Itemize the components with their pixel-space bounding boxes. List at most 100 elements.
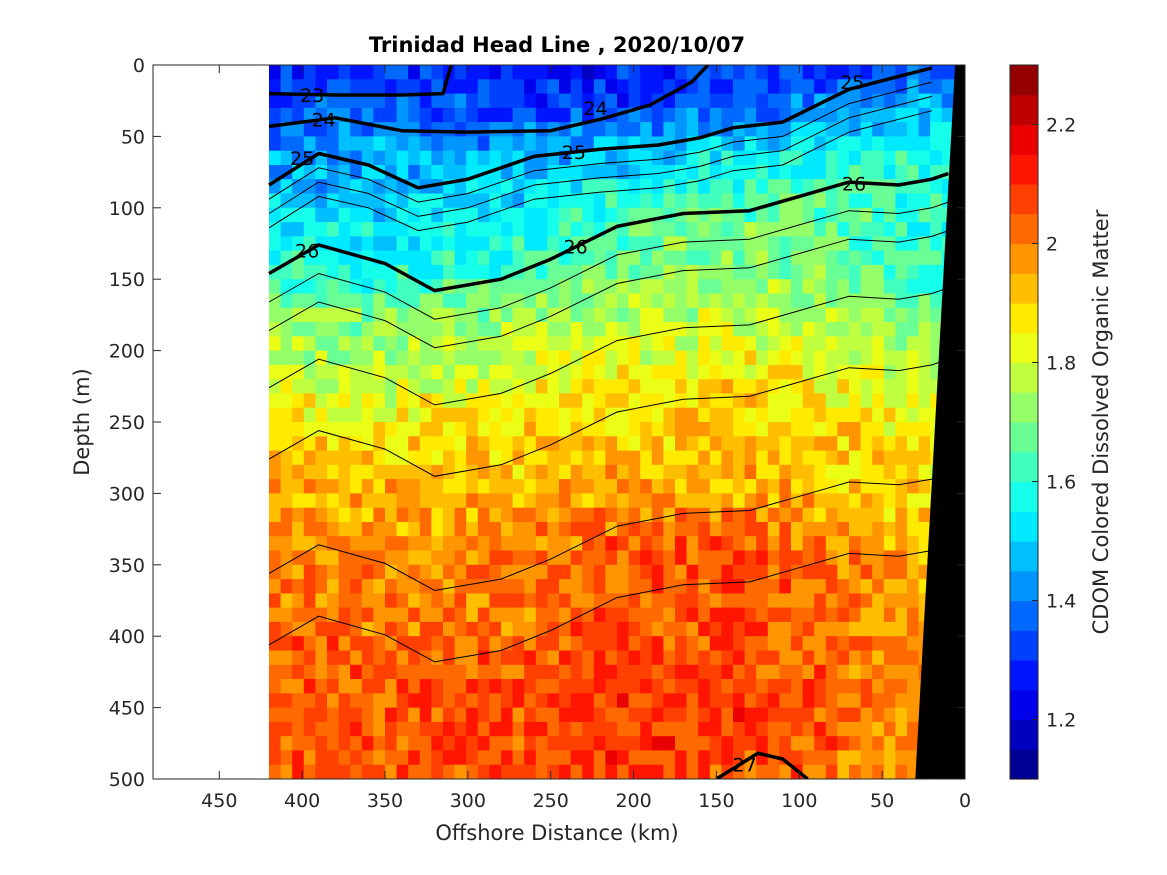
heatmap-cell bbox=[872, 721, 885, 737]
heatmap-cell bbox=[883, 422, 896, 437]
heatmap-cell bbox=[860, 536, 873, 552]
heatmap-cell bbox=[524, 750, 537, 766]
heatmap-cell bbox=[559, 222, 572, 237]
heatmap-cell bbox=[617, 364, 630, 380]
heatmap-cell bbox=[744, 322, 757, 337]
heatmap-cell bbox=[280, 322, 293, 337]
heatmap-cell bbox=[640, 507, 653, 523]
heatmap-cell bbox=[918, 464, 931, 480]
heatmap-cell bbox=[501, 679, 514, 694]
heatmap-cell bbox=[547, 593, 560, 609]
heatmap-cell bbox=[709, 536, 722, 552]
heatmap-cell bbox=[814, 693, 827, 709]
heatmap-cell bbox=[501, 393, 514, 409]
heatmap-cell bbox=[918, 364, 931, 380]
heatmap-cell bbox=[849, 636, 862, 652]
heatmap-cell bbox=[292, 522, 305, 537]
heatmap-cell bbox=[883, 150, 896, 166]
heatmap-cell bbox=[907, 736, 920, 752]
heatmap-cell bbox=[466, 522, 479, 537]
heatmap-cell bbox=[651, 422, 664, 437]
heatmap-cell bbox=[535, 264, 548, 280]
heatmap-cell bbox=[837, 621, 850, 637]
contour-label: 25 bbox=[562, 142, 586, 164]
heatmap-cell bbox=[466, 65, 479, 80]
heatmap-cell bbox=[617, 65, 630, 80]
heatmap-cell bbox=[570, 721, 583, 737]
heatmap-cell bbox=[570, 307, 583, 323]
heatmap-cell bbox=[686, 279, 699, 295]
heatmap-cell bbox=[744, 250, 757, 266]
heatmap-cell bbox=[315, 350, 328, 366]
heatmap-cell bbox=[849, 236, 862, 252]
heatmap-cell bbox=[303, 165, 316, 180]
heatmap-cell bbox=[524, 350, 537, 366]
heatmap-cell bbox=[361, 264, 374, 280]
heatmap-cell bbox=[419, 407, 432, 423]
heatmap-cell bbox=[825, 150, 838, 166]
heatmap-cell bbox=[918, 436, 931, 452]
heatmap-cell bbox=[466, 736, 479, 752]
heatmap-cell bbox=[419, 236, 432, 252]
heatmap-cell bbox=[872, 536, 885, 552]
heatmap-cell bbox=[535, 393, 548, 409]
heatmap-cell bbox=[524, 650, 537, 666]
heatmap-cell bbox=[907, 679, 920, 694]
heatmap-cell bbox=[593, 536, 606, 552]
heatmap-cell bbox=[315, 507, 328, 523]
heatmap-cell bbox=[918, 222, 931, 237]
heatmap-cell bbox=[593, 350, 606, 366]
heatmap-cell bbox=[709, 222, 722, 237]
heatmap-cell bbox=[617, 679, 630, 694]
heatmap-cell bbox=[686, 393, 699, 409]
heatmap-cell bbox=[582, 536, 595, 552]
heatmap-cell bbox=[930, 264, 943, 280]
heatmap-cell bbox=[918, 122, 931, 137]
heatmap-cell bbox=[698, 579, 711, 594]
heatmap-cell bbox=[396, 436, 409, 452]
heatmap-cell bbox=[535, 150, 548, 166]
heatmap-cell bbox=[361, 707, 374, 723]
heatmap-cell bbox=[431, 222, 444, 237]
heatmap-cell bbox=[837, 293, 850, 309]
heatmap-cell bbox=[721, 250, 734, 266]
heatmap-cell bbox=[675, 407, 688, 423]
heatmap-cell bbox=[605, 564, 618, 580]
heatmap-cell bbox=[524, 307, 537, 323]
heatmap-cell bbox=[431, 750, 444, 766]
heatmap-cell bbox=[269, 350, 282, 366]
heatmap-cell bbox=[686, 436, 699, 452]
heatmap-cell bbox=[767, 250, 780, 266]
heatmap-cell bbox=[350, 93, 363, 109]
heatmap-cell bbox=[791, 707, 804, 723]
heatmap-cell bbox=[431, 336, 444, 352]
heatmap-cell bbox=[849, 607, 862, 623]
heatmap-cell bbox=[361, 507, 374, 523]
heatmap-cell bbox=[501, 336, 514, 352]
heatmap-cell bbox=[907, 707, 920, 723]
heatmap-cell bbox=[872, 250, 885, 266]
heatmap-cell bbox=[756, 165, 769, 180]
heatmap-cell bbox=[454, 693, 467, 709]
heatmap-cell bbox=[327, 364, 340, 380]
heatmap-cell bbox=[791, 436, 804, 452]
heatmap-cell bbox=[466, 750, 479, 766]
heatmap-cell bbox=[570, 336, 583, 352]
heatmap-cell bbox=[419, 107, 432, 123]
heatmap-cell bbox=[512, 307, 525, 323]
heatmap-cell bbox=[617, 764, 630, 779]
heatmap-cell bbox=[396, 450, 409, 466]
heatmap-cell bbox=[675, 93, 688, 109]
heatmap-cell bbox=[373, 721, 386, 737]
heatmap-cell bbox=[303, 664, 316, 680]
heatmap-cell bbox=[837, 436, 850, 452]
heatmap-cell bbox=[350, 307, 363, 323]
heatmap-cell bbox=[315, 493, 328, 509]
heatmap-cell bbox=[396, 579, 409, 594]
heatmap-cell bbox=[860, 664, 873, 680]
heatmap-cell bbox=[489, 436, 502, 452]
heatmap-cell bbox=[373, 136, 386, 152]
heatmap-cell bbox=[872, 364, 885, 380]
heatmap-cell bbox=[849, 65, 862, 80]
heatmap-cell bbox=[292, 350, 305, 366]
